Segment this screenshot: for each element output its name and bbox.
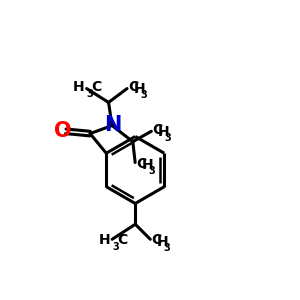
- Text: C: C: [92, 80, 102, 94]
- Text: H: H: [99, 233, 110, 248]
- Text: H: H: [142, 158, 153, 172]
- Text: N: N: [104, 115, 121, 135]
- Text: C: C: [152, 123, 163, 137]
- Text: H: H: [158, 125, 170, 139]
- Text: 3: 3: [148, 167, 155, 176]
- Text: C: C: [128, 80, 139, 94]
- Text: 3: 3: [112, 242, 119, 252]
- Text: H: H: [73, 80, 85, 94]
- Text: O: O: [54, 121, 72, 141]
- Text: H: H: [157, 235, 168, 249]
- Text: H: H: [134, 82, 145, 96]
- Text: 3: 3: [164, 243, 170, 253]
- Text: 3: 3: [140, 90, 147, 100]
- Text: C: C: [136, 157, 146, 171]
- Text: 3: 3: [165, 133, 172, 143]
- Text: C: C: [117, 233, 128, 248]
- Text: C: C: [152, 233, 162, 248]
- Text: 3: 3: [87, 89, 94, 99]
